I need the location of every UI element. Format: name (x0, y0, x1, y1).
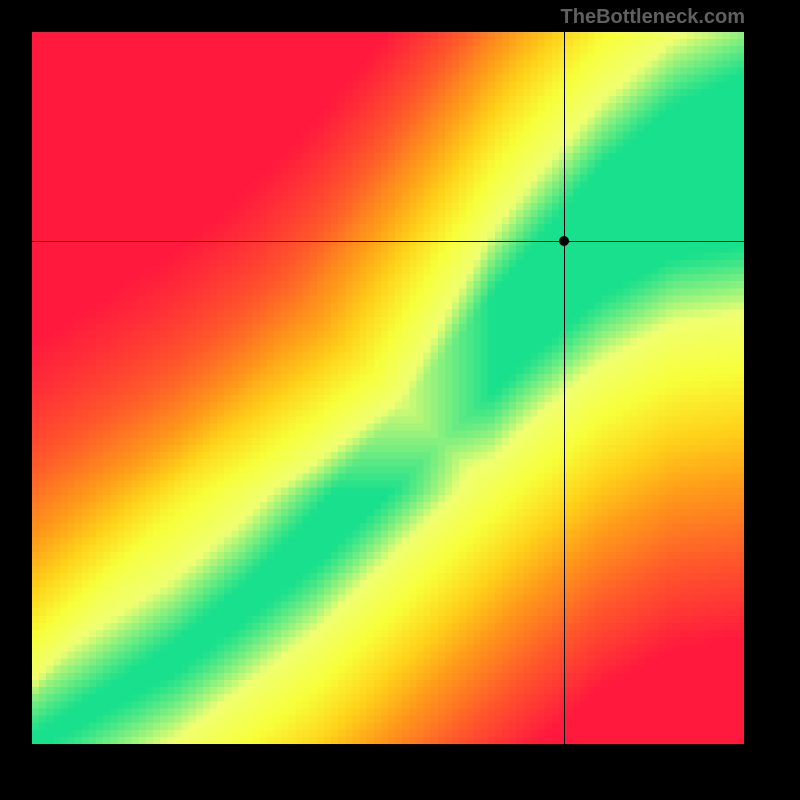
bottleneck-heatmap-canvas (32, 32, 744, 744)
crosshair-horizontal-line (32, 241, 744, 242)
crosshair-vertical-line (564, 32, 565, 744)
heatmap-plot-area (32, 32, 744, 744)
crosshair-marker-dot (559, 236, 569, 246)
watermark-text: TheBottleneck.com (561, 6, 745, 29)
